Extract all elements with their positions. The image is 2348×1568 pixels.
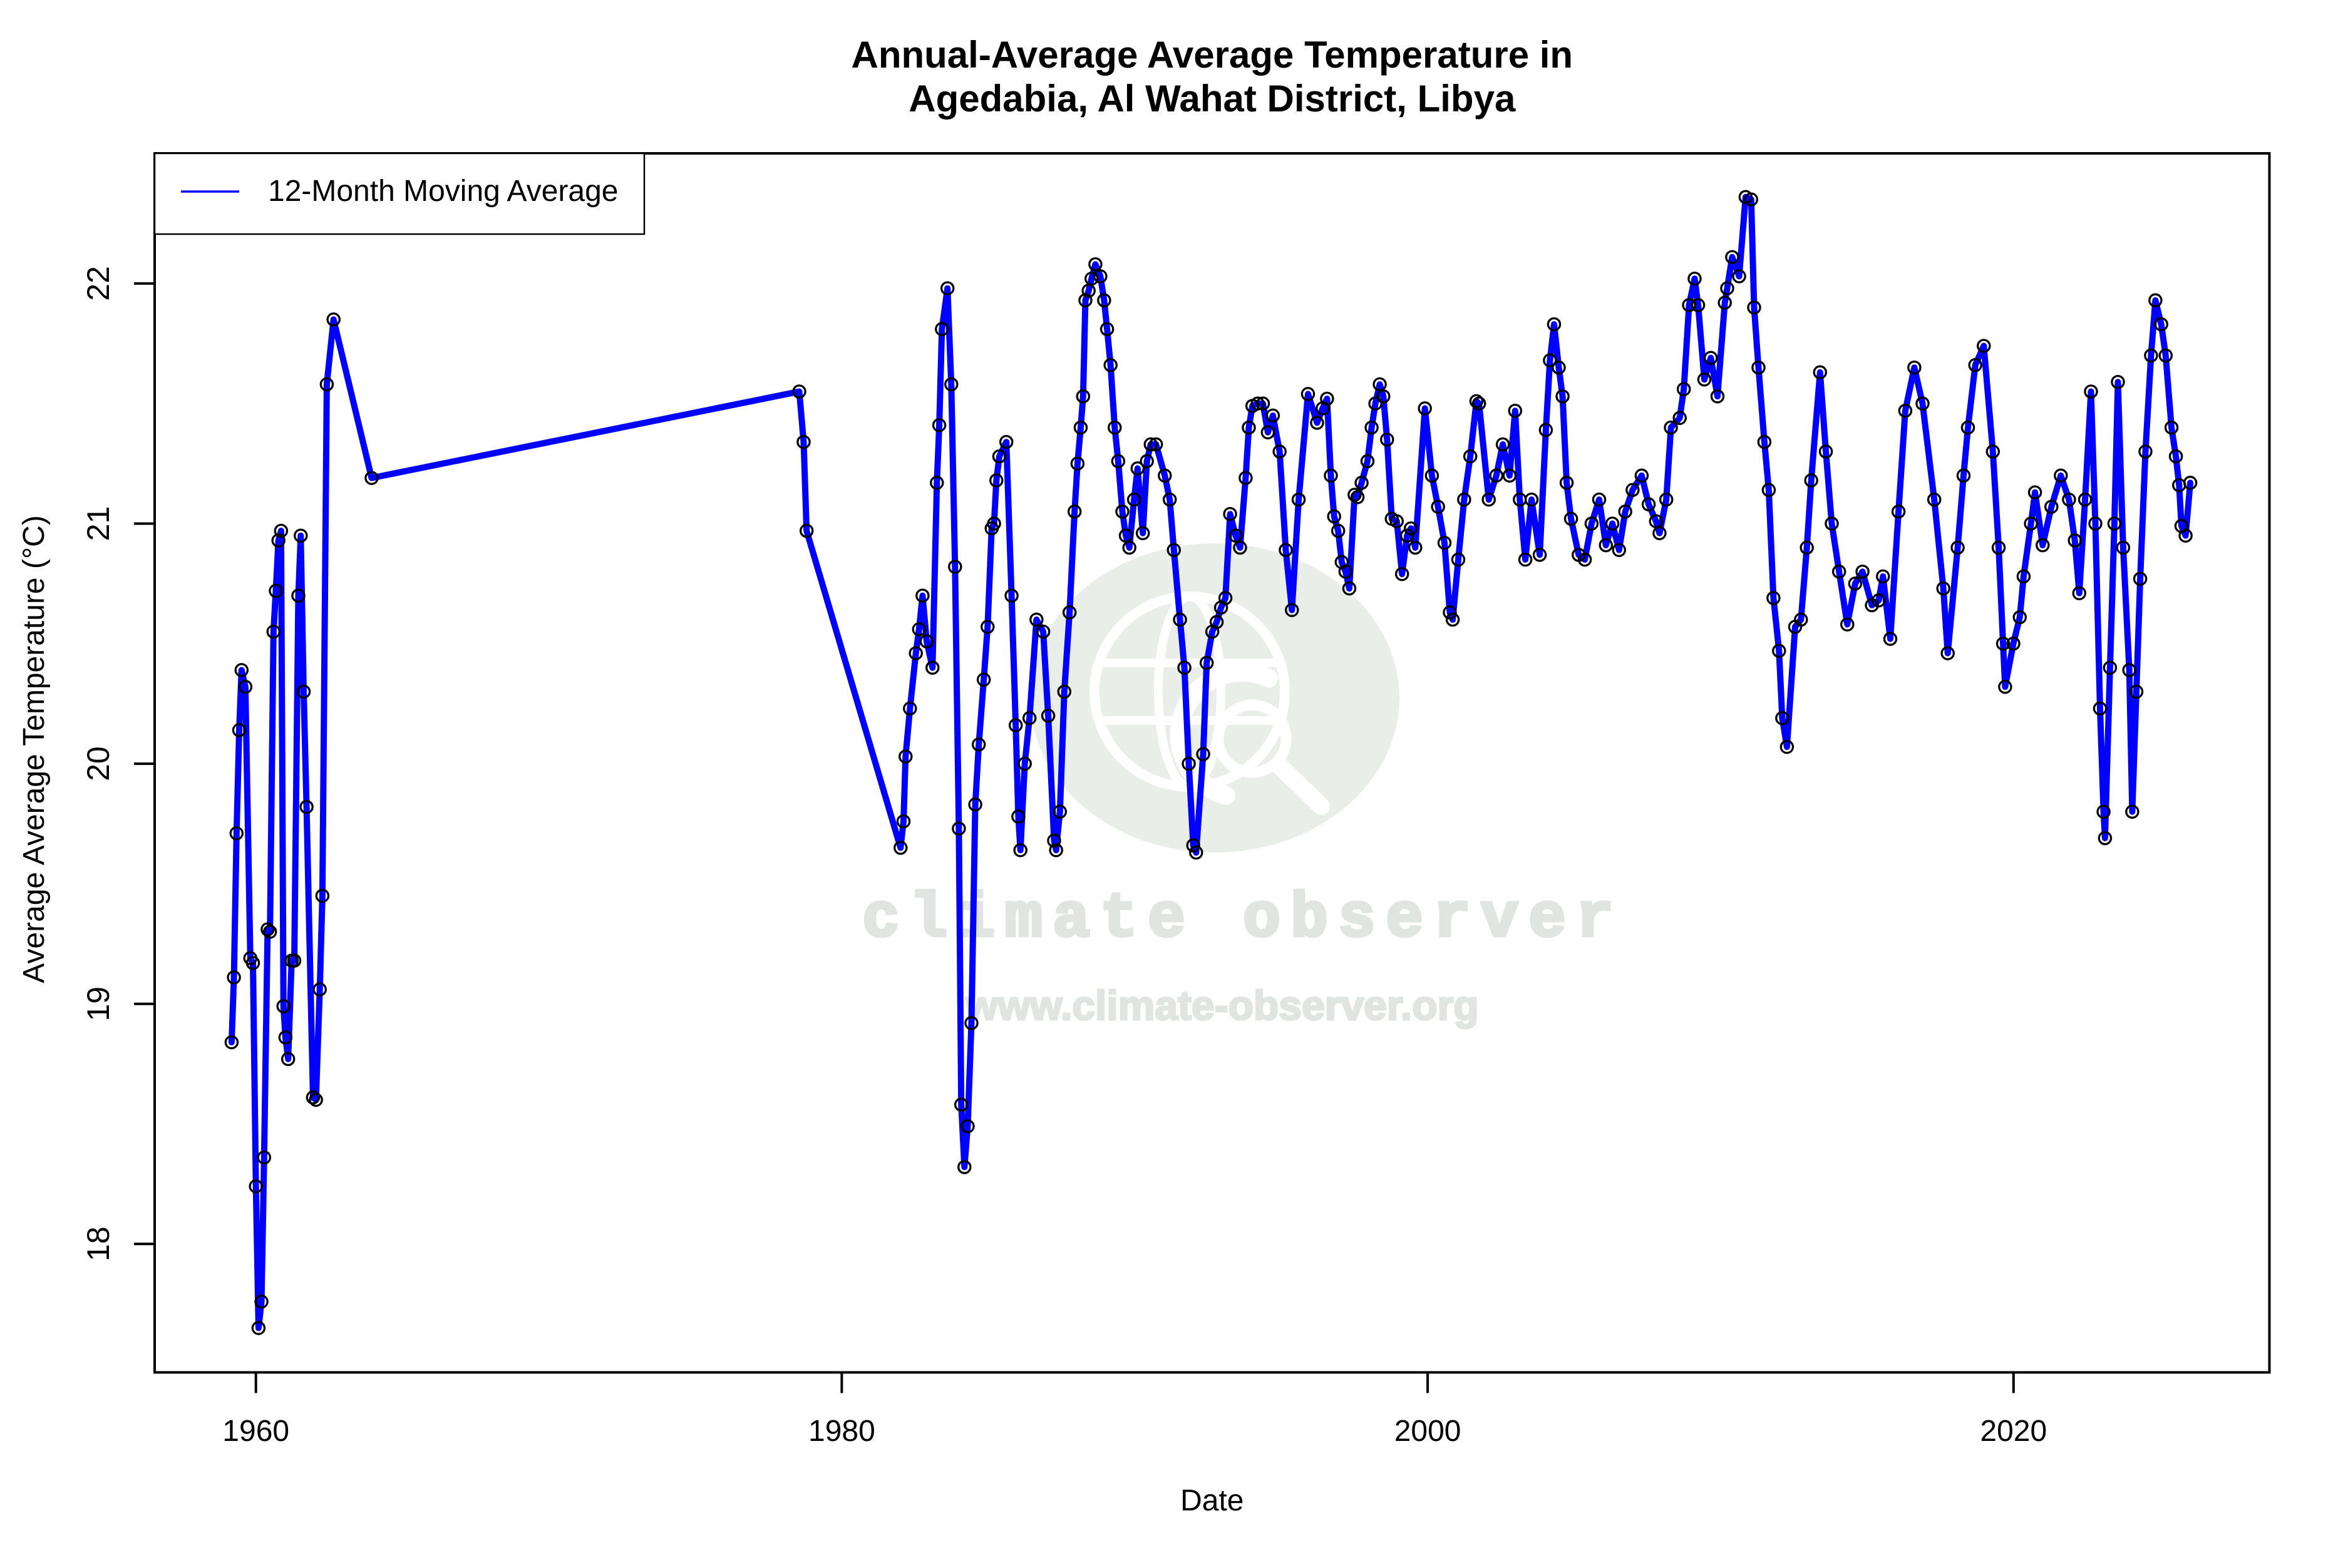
svg-text:20: 20	[81, 746, 116, 781]
svg-text:Agedabia, Al Wahat District, L: Agedabia, Al Wahat District, Libya	[909, 78, 1516, 120]
svg-text:Annual-Average Average Tempera: Annual-Average Average Temperature in	[852, 34, 1573, 76]
svg-text:19: 19	[81, 986, 116, 1022]
svg-text:12-Month Moving Average: 12-Month Moving Average	[268, 175, 618, 208]
svg-text:Average Average Temperature (°: Average Average Temperature (°C)	[18, 515, 51, 983]
svg-text:21: 21	[81, 506, 116, 541]
svg-text:1980: 1980	[808, 1415, 875, 1448]
svg-text:Date: Date	[1180, 1484, 1244, 1517]
svg-text:22: 22	[81, 266, 116, 301]
svg-text:1960: 1960	[222, 1415, 289, 1448]
svg-text:climate observer: climate observer	[862, 884, 1624, 955]
svg-text:2020: 2020	[1980, 1415, 2047, 1448]
svg-text:www.climate-observer.org: www.climate-observer.org	[965, 982, 1478, 1028]
svg-text:18: 18	[81, 1226, 116, 1261]
svg-text:2000: 2000	[1394, 1415, 1461, 1448]
